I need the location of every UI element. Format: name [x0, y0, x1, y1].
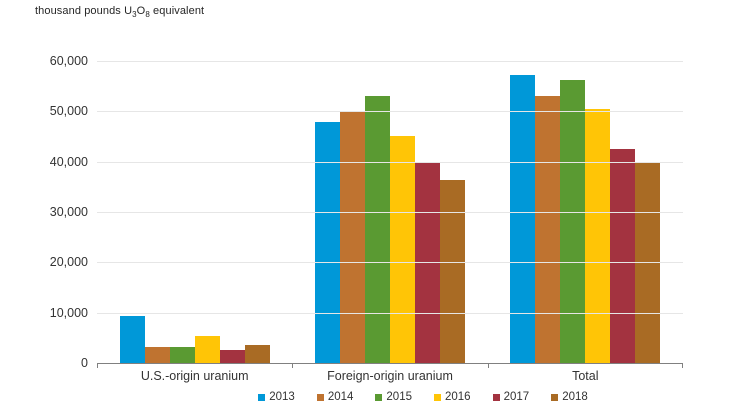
chart-title-text: O [136, 5, 146, 17]
bar-2013 [119, 316, 145, 363]
x-category-label: Total [572, 369, 599, 383]
x-axis-tick [487, 363, 489, 368]
legend-label: 2016 [445, 391, 471, 403]
legend-item-2014: 2014 [316, 391, 354, 403]
bar-2015 [169, 346, 195, 363]
gridline [97, 312, 683, 314]
bar-2015 [560, 80, 586, 363]
y-tick-label: 60,000 [49, 54, 88, 68]
y-tick-label: 0 [81, 356, 88, 370]
legend-label: 2013 [269, 391, 295, 403]
x-axis: U.S.-origin uranium Foreign-origin uraniu… [97, 369, 683, 383]
bar-2013 [314, 121, 340, 363]
legend-item-2018: 2018 [551, 391, 588, 403]
legend-swatch-icon [434, 393, 441, 401]
legend-swatch-icon [258, 393, 266, 401]
bar-2018 [439, 180, 465, 363]
chart-title-text: thousand pounds U [35, 5, 133, 17]
legend-item-2015: 2015 [375, 391, 412, 403]
bar-2016 [389, 136, 415, 363]
legend-label: 2018 [562, 391, 588, 403]
legend-item-2017: 2017 [492, 391, 530, 403]
bar-2013 [510, 75, 536, 363]
gridline [97, 212, 683, 213]
legend-swatch-icon [492, 393, 500, 401]
x-axis-tick [292, 363, 294, 368]
bar-2014 [339, 111, 365, 363]
bar-2016 [585, 109, 611, 363]
legend-label: 2017 [503, 391, 530, 403]
bar-2017 [219, 350, 245, 363]
bar-2018 [244, 344, 270, 363]
chart-title-text: equivalent [149, 5, 205, 17]
legend: 2013 2014 2015 2016 2017 2018 [130, 391, 716, 403]
gridline [97, 111, 683, 113]
y-tick-label: 10,000 [49, 305, 88, 320]
y-tick-label: 20,000 [49, 255, 88, 270]
gridline [97, 161, 683, 163]
y-tick-label: 50,000 [49, 104, 88, 119]
x-category-label: Foreign-origin uranium [327, 369, 453, 383]
bar-2017 [610, 149, 636, 363]
bar-2016 [194, 336, 220, 363]
y-tick-label: 30,000 [49, 205, 88, 219]
legend-item-2013: 2013 [258, 391, 295, 403]
legend-swatch-icon [375, 393, 383, 401]
legend-swatch-icon [551, 393, 559, 401]
bar-group [97, 61, 292, 363]
bar-2014 [535, 96, 561, 363]
bar-2015 [364, 96, 390, 363]
x-axis-tick [682, 363, 683, 368]
x-axis-tick [97, 363, 98, 368]
legend-label: 2015 [386, 391, 412, 403]
y-axis: 0 10,000 20,000 30,000 40,000 50,000 60,000 [0, 0, 88, 411]
x-category-label: U.S.-origin uranium [140, 369, 249, 383]
plot-area [97, 61, 683, 368]
y-tick-label: 40,000 [49, 154, 88, 169]
legend-label: 2014 [327, 391, 354, 403]
legend-swatch-icon [316, 393, 324, 401]
chart-title: thousand pounds U3O8 equivalent [35, 5, 204, 19]
gridline [97, 262, 683, 264]
chart-title-subscript-3: 3 [132, 10, 137, 20]
bar-2014 [144, 347, 170, 363]
chart-title-subscript-8: 8 [145, 10, 150, 20]
legend-item-2016: 2016 [434, 391, 471, 403]
gridline [97, 61, 683, 62]
